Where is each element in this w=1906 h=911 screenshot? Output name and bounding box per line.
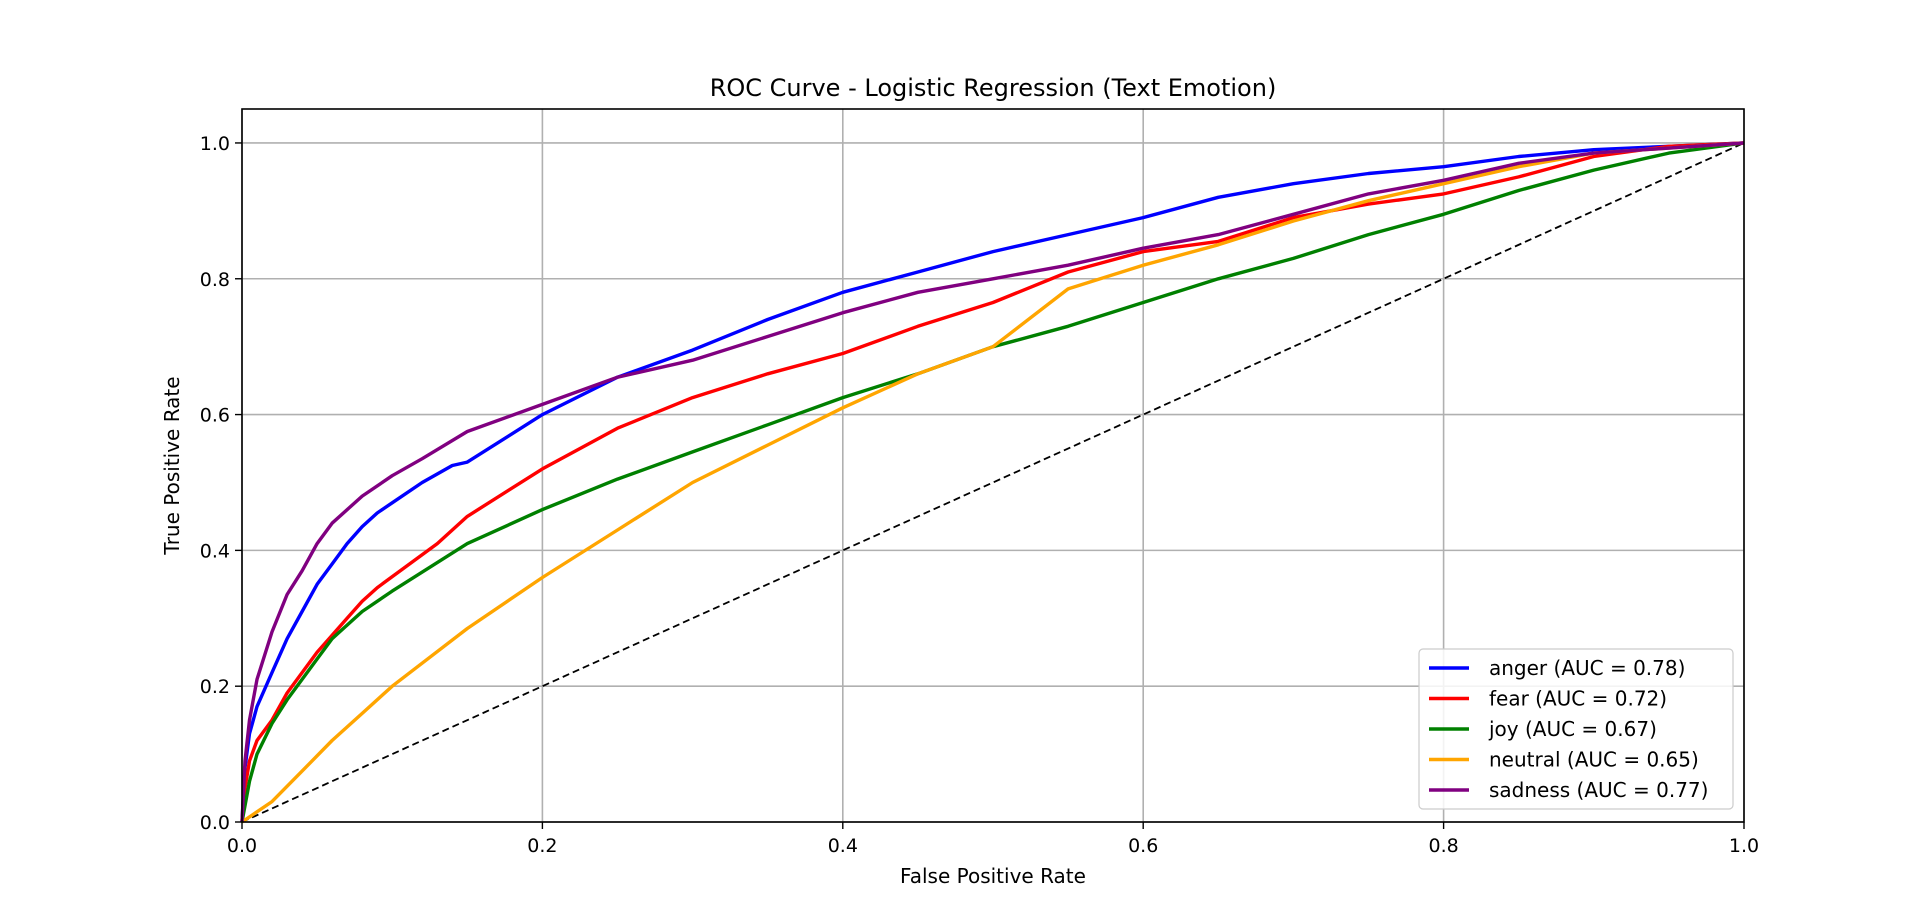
y-tick-label: 0.2 (200, 676, 230, 698)
legend-label-joy: joy (AUC = 0.67) (1488, 717, 1657, 741)
roc-line-neutral (241, 141, 1745, 824)
legend: anger (AUC = 0.78) fear (AUC = 0.72) joy (… (1418, 648, 1734, 810)
y-tick-label: 0.4 (200, 540, 230, 562)
x-tick-label: 0.2 (527, 835, 557, 857)
roc-line-joy (240, 141, 1745, 823)
roc-line-fear (240, 141, 1745, 823)
legend-label-anger: anger (AUC = 0.78) (1489, 656, 1685, 680)
roc-line-anger (240, 141, 1745, 823)
legend-label-neutral: neutral (AUC = 0.65) (1489, 748, 1699, 772)
plot-frame (241, 108, 1745, 823)
roc-line-sadness (240, 141, 1745, 823)
x-tick-label: 0.8 (1428, 835, 1458, 857)
x-tick-label: 0.6 (1128, 835, 1158, 857)
legend-label-fear: fear (AUC = 0.72) (1489, 687, 1667, 711)
legend-label-sadness: sadness (AUC = 0.77) (1489, 778, 1708, 802)
series-layer (240, 141, 1745, 824)
y-tick-label: 1.0 (200, 133, 230, 155)
y-axis-label: True Positive Rate (160, 376, 184, 555)
x-tick-label: 0.4 (828, 835, 858, 857)
y-tick-label: 0.6 (200, 405, 230, 427)
x-axis-ticks: 0.0 0.2 0.4 0.6 0.8 1.0 (227, 822, 1759, 857)
x-tick-label: 0.0 (227, 835, 257, 857)
y-tick-label: 0.0 (200, 812, 230, 834)
x-tick-label: 1.0 (1729, 835, 1759, 857)
y-tick-label: 0.8 (200, 269, 230, 291)
chart-title: ROC Curve - Logistic Regression (Text Em… (710, 74, 1277, 102)
y-axis-ticks: 0.0 0.2 0.4 0.6 0.8 1.0 (200, 133, 242, 834)
x-axis-label: False Positive Rate (900, 864, 1086, 888)
legend-box (1418, 648, 1734, 810)
